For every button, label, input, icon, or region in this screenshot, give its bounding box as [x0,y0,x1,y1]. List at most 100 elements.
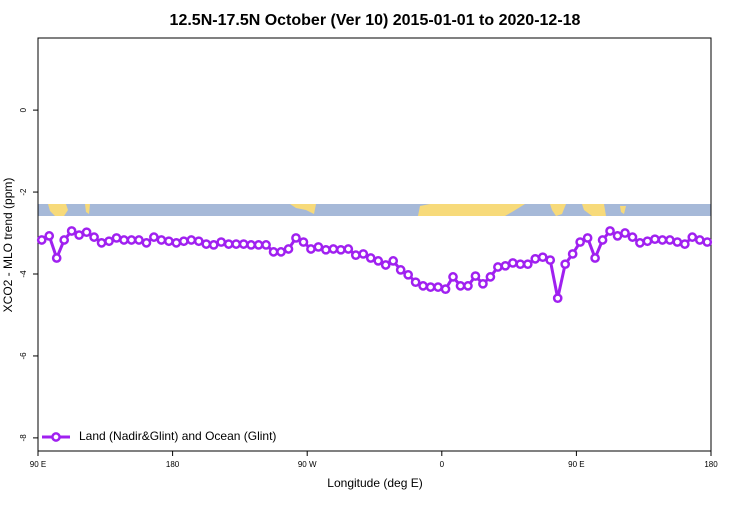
data-point [291,233,301,243]
data-point [81,227,92,238]
data-point [44,231,55,241]
data-point [455,281,466,291]
data-point [171,238,182,248]
data-point [470,271,481,281]
data-point [96,238,107,248]
data-point [238,239,249,249]
x-tick-label: 180 [704,460,718,469]
data-point [650,234,660,245]
data-point [164,236,174,247]
data-point [612,231,623,241]
data-point [485,272,496,282]
data-point [500,260,511,271]
legend-marker [51,432,61,442]
data-point [74,230,84,240]
legend-label: Land (Nadir&Glint) and Ocean (Glint) [79,429,276,443]
data-point [665,235,675,245]
map-strip [38,204,711,216]
data-point [530,253,541,264]
data-point [567,249,578,259]
data-point [403,269,413,280]
data-point [493,262,503,272]
data-point [597,235,608,245]
data-point [208,240,219,250]
data-point [336,244,346,255]
data-point [193,236,204,247]
data-point [605,226,615,236]
data-point [590,253,600,263]
land-patch [418,204,525,216]
data-point [178,236,189,247]
y-tick-label: -6 [19,352,28,360]
y-tick-label: 0 [19,107,28,112]
data-point [694,235,705,245]
data-point [223,239,234,249]
data-point [216,237,227,247]
data-point [283,244,294,254]
x-tick-label: 90 W [298,460,317,469]
data-point [149,232,159,242]
data-point [246,240,256,250]
data-point [134,235,144,245]
data-point [111,233,122,243]
data-point [425,282,436,292]
data-point [395,265,406,275]
data-point [350,250,361,261]
data-point [620,228,630,238]
data-point [410,277,421,288]
chart-title: 12.5N-17.5N October (Ver 10) 2015-01-01 … [170,12,581,29]
data-point [321,244,331,255]
data-point [478,278,488,289]
data-point [358,249,369,259]
ocean-strip [38,204,711,216]
data-point [89,232,99,242]
x-tick-label: 90 E [568,460,584,469]
data-point [463,281,473,291]
land-patch [582,204,606,216]
data-point [141,238,152,248]
data-point [268,247,279,257]
data-point [522,259,533,270]
data-point [365,253,376,263]
data-point [313,242,324,252]
data-point [276,247,286,257]
land-patch [550,204,566,216]
data-point [201,239,212,249]
data-point [642,236,653,247]
data-point [388,256,399,266]
land-patch [620,206,626,214]
data-point [627,232,638,242]
data-point [36,235,47,245]
x-axis-label: Longitude (deg E) [327,476,422,490]
y-tick-label: -2 [19,188,28,196]
land-patch [48,204,68,216]
data-point [328,244,339,254]
data-point [119,235,129,245]
x-tick-label: 0 [440,460,445,469]
data-point [343,244,354,254]
data-point [507,258,518,268]
data-point [702,237,713,247]
data-point [679,239,690,249]
data-point [373,256,384,266]
data-point [418,281,428,291]
data-point [635,238,645,248]
data-point [156,235,167,245]
data-point [672,237,683,247]
x-tick-label: 180 [166,460,180,469]
x-tick-label: 90 E [30,460,46,469]
y-tick-label: -8 [19,434,28,442]
data-point [298,237,309,247]
data-point [186,235,197,245]
data-point [380,260,391,270]
data-point [687,232,698,242]
data-point [66,226,77,236]
data-point [448,272,458,282]
land-patch [290,204,316,214]
data-point [126,235,137,245]
data-point [59,235,70,245]
data-point [253,240,264,250]
land-patch [85,204,90,214]
